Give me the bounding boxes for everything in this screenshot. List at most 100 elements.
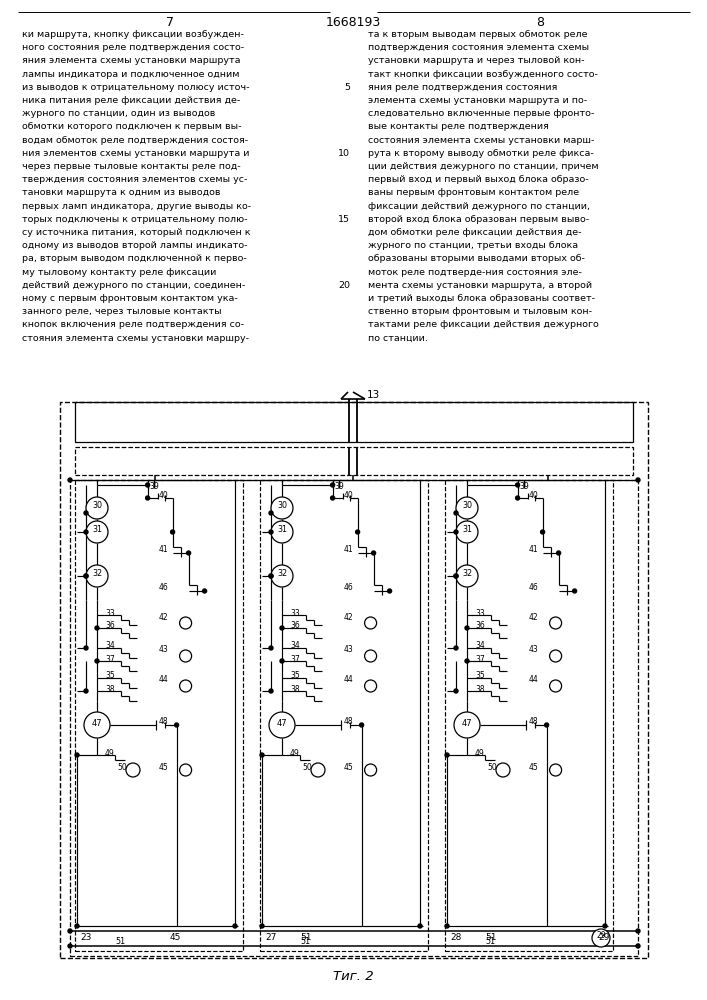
Text: 42: 42 <box>344 612 354 621</box>
Text: водам обмоток реле подтверждения состоя-: водам обмоток реле подтверждения состоя- <box>22 136 248 145</box>
Text: яния элемента схемы установки маршрута: яния элемента схемы установки маршрута <box>22 56 240 65</box>
Text: второй вход блока образован первым выво-: второй вход блока образован первым выво- <box>368 215 589 224</box>
Circle shape <box>271 565 293 587</box>
Text: 37: 37 <box>290 654 300 664</box>
Text: 46: 46 <box>529 582 538 591</box>
Text: 37: 37 <box>475 654 485 664</box>
Text: 44: 44 <box>529 676 538 684</box>
Text: 50: 50 <box>302 762 312 772</box>
Text: 39: 39 <box>150 482 159 491</box>
Text: ции действия дежурного по станции, причем: ции действия дежурного по станции, приче… <box>368 162 599 171</box>
Text: 51: 51 <box>485 936 495 946</box>
Text: такт кнопки фиксации возбужденного состо-: такт кнопки фиксации возбужденного состо… <box>368 70 598 79</box>
Circle shape <box>180 650 192 662</box>
Text: 45: 45 <box>344 762 354 772</box>
Text: яния реле подтверждения состояния: яния реле подтверждения состояния <box>368 83 557 92</box>
Text: 34: 34 <box>290 642 300 650</box>
Text: 32: 32 <box>277 570 287 578</box>
Text: состояния элемента схемы установки марш-: состояния элемента схемы установки марш- <box>368 136 595 145</box>
Text: 41: 41 <box>158 544 168 554</box>
Text: 51: 51 <box>300 936 310 946</box>
Circle shape <box>126 763 140 777</box>
Circle shape <box>465 626 469 630</box>
Circle shape <box>260 753 264 757</box>
Text: тверждения состояния элементов схемы ус-: тверждения состояния элементов схемы ус- <box>22 175 247 184</box>
Circle shape <box>269 530 273 534</box>
Circle shape <box>233 924 237 928</box>
Circle shape <box>86 565 108 587</box>
Circle shape <box>269 646 273 650</box>
Circle shape <box>465 659 469 663</box>
Text: одному из выводов второй лампы индикато-: одному из выводов второй лампы индикато- <box>22 241 247 250</box>
Text: 28: 28 <box>450 934 462 942</box>
Circle shape <box>454 530 458 534</box>
Text: 35: 35 <box>290 672 300 680</box>
Text: 51: 51 <box>115 936 125 946</box>
Circle shape <box>365 650 377 662</box>
Text: 34: 34 <box>475 642 485 650</box>
Circle shape <box>636 944 640 948</box>
Circle shape <box>515 483 520 487</box>
Circle shape <box>365 680 377 692</box>
Text: 15: 15 <box>338 215 350 224</box>
Text: 41: 41 <box>344 544 354 554</box>
Text: 31: 31 <box>92 526 102 534</box>
Text: 43: 43 <box>529 646 538 654</box>
Text: 47: 47 <box>276 718 287 728</box>
Text: 29: 29 <box>596 932 606 940</box>
Circle shape <box>331 483 334 487</box>
Bar <box>75 480 243 951</box>
Text: 5: 5 <box>344 83 350 92</box>
Text: та к вторым выводам первых обмоток реле: та к вторым выводам первых обмоток реле <box>368 30 588 39</box>
Text: му тыловому контакту реле фиксации: му тыловому контакту реле фиксации <box>22 268 216 277</box>
Text: стояния элемента схемы установки маршру-: стояния элемента схемы установки маршру- <box>22 334 249 343</box>
Text: рута к второму выводу обмотки реле фикса-: рута к второму выводу обмотки реле фикса… <box>368 149 594 158</box>
Circle shape <box>454 646 458 650</box>
Text: 40: 40 <box>158 490 168 499</box>
Text: 31: 31 <box>462 526 472 534</box>
Text: 45: 45 <box>158 762 168 772</box>
Bar <box>260 480 428 951</box>
Circle shape <box>86 497 108 519</box>
Text: 41: 41 <box>529 544 538 554</box>
Circle shape <box>260 924 264 928</box>
Text: 7: 7 <box>166 16 174 29</box>
Text: 35: 35 <box>105 672 115 680</box>
Text: 48: 48 <box>529 718 538 726</box>
Bar <box>70 480 638 956</box>
Text: 51: 51 <box>485 934 496 942</box>
Circle shape <box>84 712 110 738</box>
Text: 45: 45 <box>529 762 538 772</box>
Circle shape <box>68 929 72 933</box>
Text: 47: 47 <box>92 718 103 728</box>
Circle shape <box>496 763 510 777</box>
Circle shape <box>269 712 295 738</box>
Text: 48: 48 <box>158 718 168 726</box>
Circle shape <box>456 521 478 543</box>
Text: действий дежурного по станции, соединен-: действий дежурного по станции, соединен- <box>22 281 245 290</box>
Text: 46: 46 <box>344 582 354 591</box>
Text: 1668193: 1668193 <box>325 16 380 29</box>
Text: 51: 51 <box>300 934 312 942</box>
Text: 33: 33 <box>290 608 300 617</box>
Text: 32: 32 <box>92 570 102 578</box>
Circle shape <box>84 689 88 693</box>
Text: через первые тыловые контакты реле под-: через первые тыловые контакты реле под- <box>22 162 240 171</box>
Circle shape <box>271 521 293 543</box>
Text: 49: 49 <box>290 748 300 758</box>
Circle shape <box>146 496 150 500</box>
Circle shape <box>68 944 72 948</box>
Bar <box>60 402 648 958</box>
Circle shape <box>68 478 72 482</box>
Circle shape <box>387 589 392 593</box>
Circle shape <box>544 723 549 727</box>
Text: 40: 40 <box>344 490 354 499</box>
Text: из выводов к отрицательному полюсу источ-: из выводов к отрицательному полюсу источ… <box>22 83 250 92</box>
Text: 43: 43 <box>344 646 354 654</box>
Circle shape <box>454 511 458 515</box>
Circle shape <box>541 530 544 534</box>
Text: 38: 38 <box>105 684 115 694</box>
Circle shape <box>84 646 88 650</box>
Text: 49: 49 <box>475 748 485 758</box>
Circle shape <box>203 589 206 593</box>
